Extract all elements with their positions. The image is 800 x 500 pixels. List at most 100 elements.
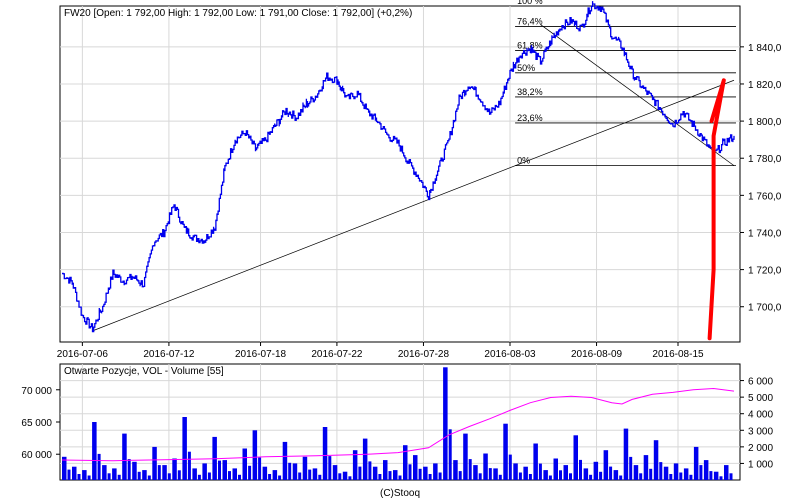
volume-bar bbox=[663, 466, 669, 480]
date-x-tick-label: 2016-07-12 bbox=[143, 349, 195, 360]
volume-bar bbox=[107, 473, 111, 480]
price-y-tick-label: 1 840,0 bbox=[748, 43, 782, 54]
fibonacci-level-label: 50% bbox=[517, 63, 535, 73]
volume-bar bbox=[458, 471, 462, 480]
volume-bar bbox=[443, 367, 448, 480]
fibonacci-levels: 100 % 76,4% 61,8% 50% 38,2% 23,6% 0% bbox=[515, 0, 736, 167]
volume-bar bbox=[368, 461, 372, 480]
volume-bar bbox=[318, 474, 322, 480]
volume-bar bbox=[278, 475, 282, 480]
volume-bar bbox=[583, 468, 589, 480]
price-y-tick-label: 1 740,0 bbox=[748, 228, 782, 239]
volume-bar bbox=[302, 456, 308, 480]
volume-bar bbox=[87, 475, 91, 480]
volume-bar bbox=[543, 470, 548, 480]
volume-bar bbox=[428, 474, 432, 480]
price-y-tick-label: 1 800,0 bbox=[748, 117, 782, 128]
date-x-tick-label: 2016-08-09 bbox=[571, 349, 623, 360]
volume-y-tick-label: 6 000 bbox=[748, 377, 773, 388]
date-x-tick-label: 2016-08-15 bbox=[652, 349, 704, 360]
volume-bar bbox=[362, 438, 368, 480]
volume-bar bbox=[268, 474, 272, 480]
volume-bar bbox=[438, 472, 442, 480]
volume-bar bbox=[423, 466, 428, 480]
fibonacci-level-label: 61,8% bbox=[517, 41, 543, 51]
volume-bar bbox=[599, 471, 603, 480]
volume-bar bbox=[448, 429, 452, 480]
volume-bar bbox=[147, 475, 151, 480]
trendlines bbox=[92, 24, 735, 332]
volume-bar bbox=[172, 458, 177, 480]
fibonacci-level-label: 38,2% bbox=[517, 87, 543, 97]
volume-bar bbox=[202, 463, 207, 480]
volume-bar bbox=[649, 468, 653, 480]
volume-bar bbox=[683, 468, 689, 480]
footer-copyright: (C)Stooq bbox=[380, 488, 420, 499]
volume-bar bbox=[659, 462, 663, 480]
volume-bar bbox=[623, 428, 629, 480]
volume-bar bbox=[288, 462, 292, 480]
volume-bar bbox=[413, 455, 418, 480]
volume-bar bbox=[493, 468, 498, 480]
volume-bar bbox=[523, 466, 528, 480]
volume-bar bbox=[579, 459, 582, 480]
volume-bar bbox=[328, 456, 332, 480]
volume-bar bbox=[252, 430, 258, 480]
volume-bar bbox=[92, 422, 97, 480]
date-x-tick-label: 2016-07-18 bbox=[235, 349, 287, 360]
volume-bar bbox=[729, 473, 733, 480]
volume-bar bbox=[563, 465, 568, 480]
volume-bar bbox=[312, 468, 318, 480]
volume-bar bbox=[137, 471, 141, 480]
volume-bar bbox=[298, 472, 302, 480]
volume-bars bbox=[62, 367, 733, 480]
volume-bar bbox=[653, 440, 659, 480]
volume-bar bbox=[639, 473, 643, 480]
volume-bar bbox=[272, 470, 278, 480]
open-interest-y-axis: 60 000 65 000 70 000 bbox=[21, 386, 60, 461]
open-interest-series bbox=[61, 387, 735, 462]
volume-bar bbox=[629, 456, 633, 480]
open-interest-y-tick-label: 60 000 bbox=[21, 450, 52, 461]
volume-bar bbox=[248, 465, 252, 480]
fibonacci-level-label: 100 % bbox=[517, 0, 543, 6]
volume-bar bbox=[117, 474, 121, 480]
price-y-tick-label: 1 820,0 bbox=[748, 80, 782, 91]
volume-bar bbox=[238, 474, 241, 480]
red-annotation-arrow bbox=[707, 78, 726, 341]
volume-bar bbox=[693, 446, 699, 480]
volume-bar bbox=[633, 465, 639, 480]
volume-y-tick-label: 1 000 bbox=[748, 459, 773, 470]
volume-bar bbox=[433, 463, 438, 480]
volume-bar bbox=[418, 468, 422, 480]
volume-bar bbox=[152, 446, 157, 480]
price-panel-frame bbox=[59, 5, 741, 343]
price-y-tick-label: 1 700,0 bbox=[748, 303, 782, 314]
volume-bar bbox=[207, 472, 211, 480]
volume-bar bbox=[332, 465, 338, 480]
volume-bar bbox=[352, 450, 358, 480]
volume-bar bbox=[308, 469, 312, 480]
volume-bar bbox=[342, 471, 348, 480]
date-x-tick-label: 2016-07-06 bbox=[57, 349, 109, 360]
volume-bar bbox=[559, 470, 562, 480]
volume-bar bbox=[72, 466, 77, 480]
volume-bar bbox=[483, 453, 488, 480]
volume-bar bbox=[262, 466, 268, 480]
volume-bar bbox=[669, 474, 673, 480]
volume-bar bbox=[643, 455, 649, 480]
volume-bar bbox=[62, 456, 67, 480]
fibonacci-level-label: 23,6% bbox=[517, 113, 543, 123]
volume-bar bbox=[228, 471, 231, 480]
volume-bar bbox=[478, 473, 482, 480]
trendline bbox=[540, 24, 735, 166]
price-y-tick-label: 1 720,0 bbox=[748, 266, 782, 277]
volume-bar bbox=[528, 474, 532, 480]
open-interest-y-tick-label: 65 000 bbox=[21, 418, 52, 429]
volume-bar bbox=[488, 468, 492, 480]
volume-bar bbox=[132, 461, 137, 480]
volume-bar bbox=[553, 458, 558, 480]
price-y-tick-label: 1 780,0 bbox=[748, 154, 782, 165]
volume-bar bbox=[533, 443, 538, 480]
date-x-tick-label: 2016-07-28 bbox=[398, 349, 450, 360]
